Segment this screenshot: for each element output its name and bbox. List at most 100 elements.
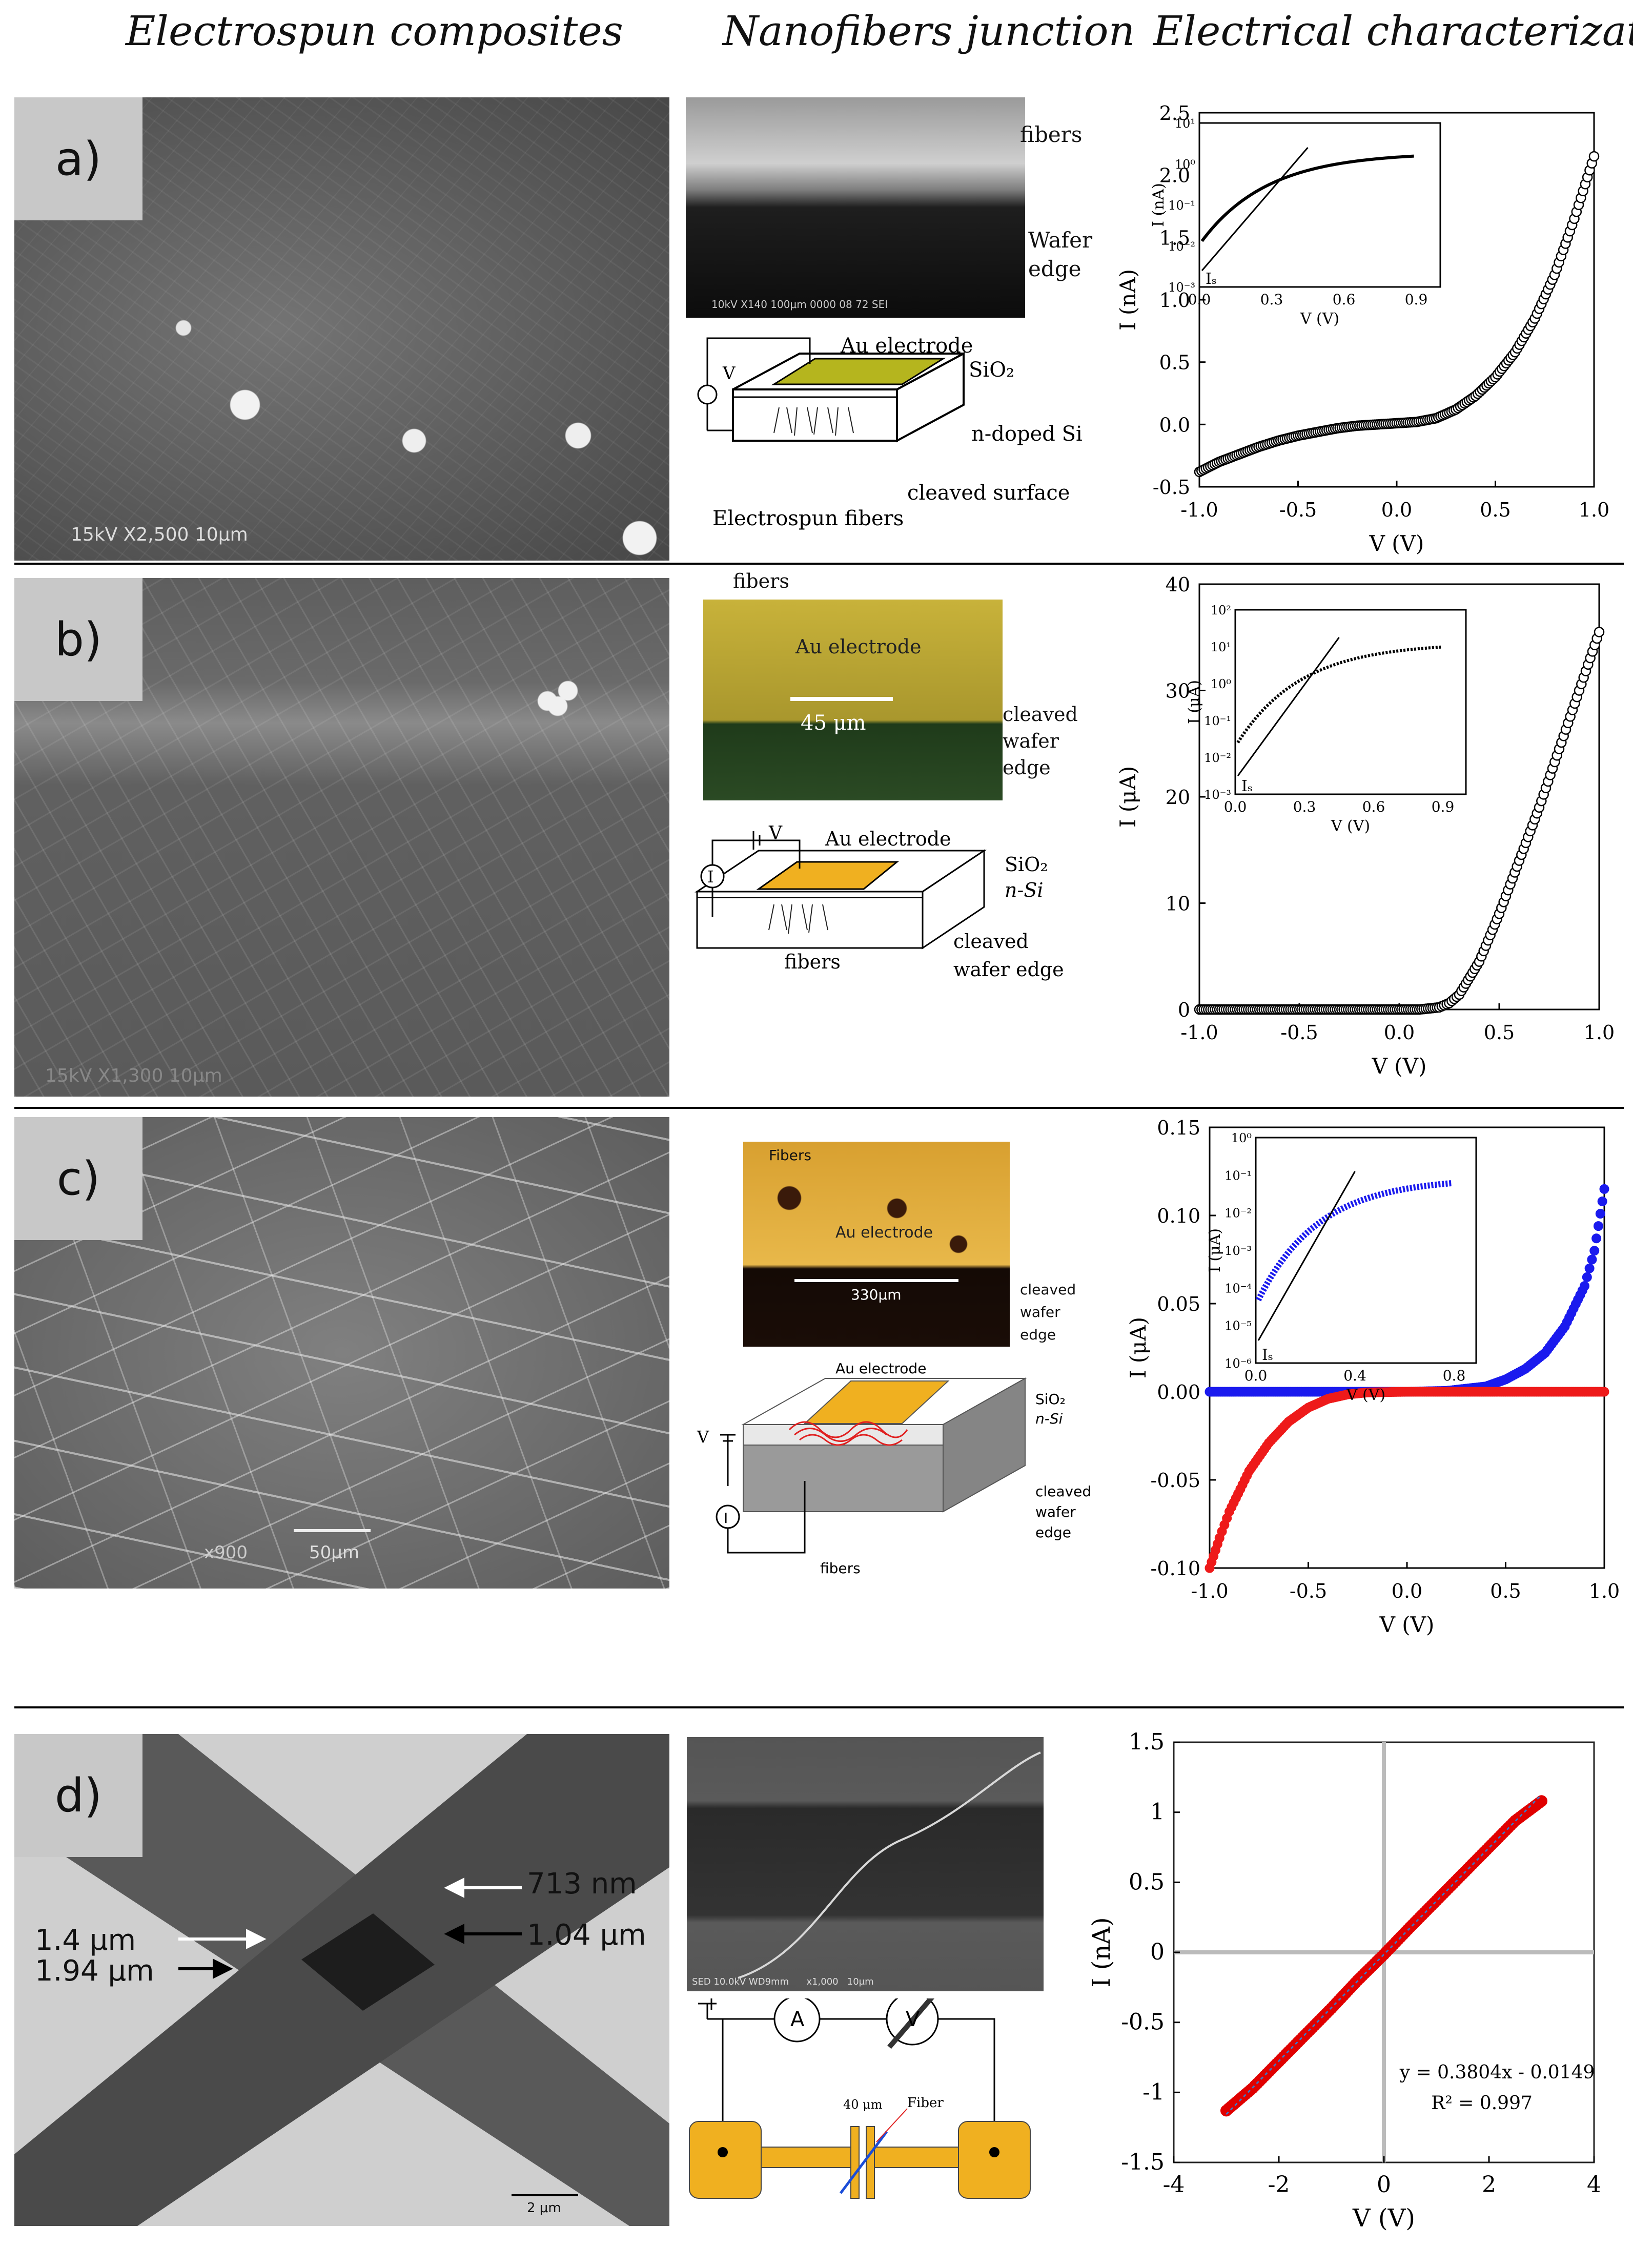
chart-b-xlabel: V (V) [1372, 1054, 1427, 1079]
chart-a-inset-curve [1200, 154, 1414, 242]
panel-d-sem-image: SED 10.0kV WD9mm x1,000 10μm [687, 1737, 1044, 1991]
panel-a-fibers-label: fibers [1020, 122, 1083, 147]
panel-c-schematic-sio2: SiO₂ [1035, 1391, 1066, 1408]
panel-c-junction-au: Au electrode [835, 1224, 933, 1242]
chart-d-xtick-label: -4 [1163, 2172, 1185, 2198]
chart-d-iv: -4 -2 0 2 4 -1.5 -1 -0.5 0 0.5 1 1.5 V (V) I (nA) y = … [1087, 1729, 1601, 2233]
panel-label-d: d) [14, 1734, 142, 1857]
chart-a-xtick-label: -1.0 [1180, 499, 1218, 521]
panel-b-schematic-v: V [768, 823, 783, 844]
header-junction: Nanofibers junction [723, 7, 1135, 55]
panel-d-tem-l1: 713 nm [527, 1867, 637, 1901]
chart-b-xtick-label: 1.0 [1584, 1021, 1615, 1044]
chart-a-xtick-label: -0.5 [1279, 499, 1317, 521]
panel-d-sem-info: SED 10.0kV WD9mm x1,000 10μm [692, 1976, 874, 1987]
chart-b-xtick-label: -0.5 [1280, 1021, 1318, 1044]
chart-a-series0-point [1588, 151, 1600, 162]
chart-a-ytick-label: 1.5 [1159, 226, 1190, 249]
panel-a-schematic-cleaved: cleaved surface [907, 481, 1070, 505]
chart-a-inset-ytick-label: 10⁰ [1175, 157, 1195, 172]
chart-c-inset-frame [1255, 1137, 1477, 1364]
chart-b-series0-point [1594, 627, 1605, 637]
panel-c-junction-fibers: Fibers [769, 1147, 811, 1164]
panel-c-schematic-c3: edge [1035, 1524, 1071, 1541]
chart-c-ylabel: I (μA) [1126, 1317, 1151, 1378]
chart-b-inset-ytick-label: 10⁰ [1211, 677, 1231, 691]
panel-a-schematic-fibers: Electrospun fibers [712, 507, 904, 530]
chart-a-inset-xlabel: V (V) [1300, 310, 1339, 328]
panel-d-tem-l4: 1.94 μm [35, 1954, 154, 1988]
chart-c-inset-ytick-label: 10⁻¹ [1224, 1168, 1252, 1183]
chart-c-xtick-label: 1.0 [1589, 1580, 1620, 1602]
chart-a-ytick-label: 0.5 [1159, 352, 1190, 374]
chart-c-inset-ytick-label: 10⁻² [1224, 1206, 1252, 1221]
chart-c-inset-xlabel: V (V) [1346, 1386, 1385, 1404]
chart-b-inset-xtick-label: 0.0 [1224, 798, 1247, 815]
chart-d-ytick-label: -1 [1142, 2079, 1165, 2105]
panel-c-sem-mag: x900 [204, 1542, 248, 1563]
panel-c-sem-scalebar [294, 1529, 371, 1532]
chart-d-ytick-label: -1.5 [1121, 2149, 1165, 2175]
chart-b-xtick-label: 0.0 [1384, 1021, 1415, 1044]
chart-b-inset-tangent [1237, 637, 1340, 776]
chart-d-xlabel: V (V) [1352, 2204, 1415, 2233]
chart-b-xtick-label: -1.0 [1180, 1021, 1218, 1044]
chart-c-iv: -1.0 -0.5 0.0 0.5 1.0 -0.10 -0.05 0.00 0.05 0.10 0… [1126, 1117, 1620, 1637]
chart-c-inset-xtick-label: 0.8 [1443, 1367, 1466, 1384]
chart-c-inset-tangent [1257, 1171, 1356, 1341]
panel-c-schematic-c2: wafer [1035, 1503, 1076, 1520]
chart-c-inset-ylabel: I (μA) [1206, 1228, 1224, 1272]
chart-a-inset-ytick-label: 10⁻¹ [1168, 198, 1195, 213]
panel-a-wafer-label-1: Wafer [1028, 228, 1093, 253]
chart-a-inset-frame [1198, 122, 1441, 288]
chart-c-inset-ytick-label: 10⁻³ [1224, 1244, 1252, 1258]
chart-c-series0-point [1580, 1281, 1589, 1291]
chart-c-series0-point [1587, 1254, 1597, 1265]
chart-c-inset-ytick-label: 10⁻⁵ [1224, 1319, 1252, 1333]
panel-c-junction-scale: 330μm [851, 1286, 902, 1303]
chart-c-inset-xtick-label: 0.4 [1343, 1367, 1366, 1384]
chart-b-xtick-label: 0.5 [1484, 1021, 1515, 1044]
chart-a-xtick-label: 1.0 [1579, 499, 1609, 521]
chart-d-ytick-label: 0.5 [1129, 1869, 1165, 1895]
chart-a-ytick-label: 1.0 [1159, 289, 1190, 312]
panel-c-sem-scale: 50μm [309, 1542, 360, 1563]
chart-c-series0-point [1593, 1221, 1603, 1231]
header-electrical: Electrical characterization [1153, 7, 1633, 55]
panel-d-circuit-a: A [790, 2008, 805, 2031]
panel-a-schematic: V Au electrode SiO₂ n-doped Si cleaved s… [697, 334, 1083, 530]
panel-b-schematic: I V Au electrode SiO₂ n-Si fibers cleave… [695, 823, 1064, 981]
chart-c-inset-is: Iₛ [1262, 1346, 1273, 1364]
chart-b-inset-ytick-label: 10⁻¹ [1204, 714, 1231, 728]
chart-a-inset-tangent [1201, 147, 1309, 271]
panel-a-schematic-v: V [722, 363, 736, 384]
chart-c-ytick-label: 0.15 [1157, 1117, 1200, 1139]
chart-d-fit-equation: y = 0.3804x - 0.0149 [1399, 2062, 1595, 2083]
panel-d-tem-scale: 2 μm [527, 2200, 561, 2216]
chart-d-ytick-label: 1 [1150, 1799, 1165, 1825]
panel-a-junction-sem: 10kV X140 100μm 0000 08 72 SEI [686, 97, 1025, 318]
panel-a-schematic-ndoped: n-doped Si [971, 422, 1083, 446]
panel-a-sem-image: a) 15kV X2,500 10μm [14, 97, 669, 561]
chart-c-ytick-label: 0.05 [1157, 1293, 1200, 1315]
panel-b-junction-scale: 45 μm [801, 711, 866, 735]
chart-b-ytick-label: 10 [1166, 893, 1190, 915]
panel-b-junction-scalebar [790, 697, 893, 701]
chart-a-inset-ytick-label: 10⁻³ [1168, 280, 1195, 295]
panel-a-junction-sem-info: 10kV X140 100μm 0000 08 72 SEI [711, 298, 888, 311]
panel-b-schematic-nsi: n-Si [1005, 879, 1044, 901]
chart-b-inset-xlabel: V (V) [1331, 817, 1370, 835]
chart-a-inset-is: Iₛ [1206, 270, 1217, 288]
panel-c-sem-image: c) x900 50μm [14, 1117, 669, 1589]
chart-a-ytick-label: 2.5 [1159, 102, 1190, 125]
panel-b-junction-au: Au electrode [795, 635, 922, 658]
chart-a-iv: -1.0 -0.5 0.0 0.5 1.0-0.50.00.51.01.52.02.5V… [1115, 102, 1609, 556]
chart-d-xtick-label: -2 [1268, 2172, 1290, 2198]
chart-a-inset-xtick-label: 0.3 [1260, 291, 1283, 308]
chart-a-inset-xtick-label: 0.6 [1333, 291, 1356, 308]
chart-d-xtick-label: 0 [1377, 2172, 1391, 2198]
chart-a-xtick-label: 0.5 [1480, 499, 1510, 521]
panel-b-junction-optical: Au electrode 45 μm [703, 600, 1003, 800]
chart-c-ytick-label: -0.10 [1151, 1557, 1200, 1580]
row-separator-ab [14, 563, 1624, 565]
